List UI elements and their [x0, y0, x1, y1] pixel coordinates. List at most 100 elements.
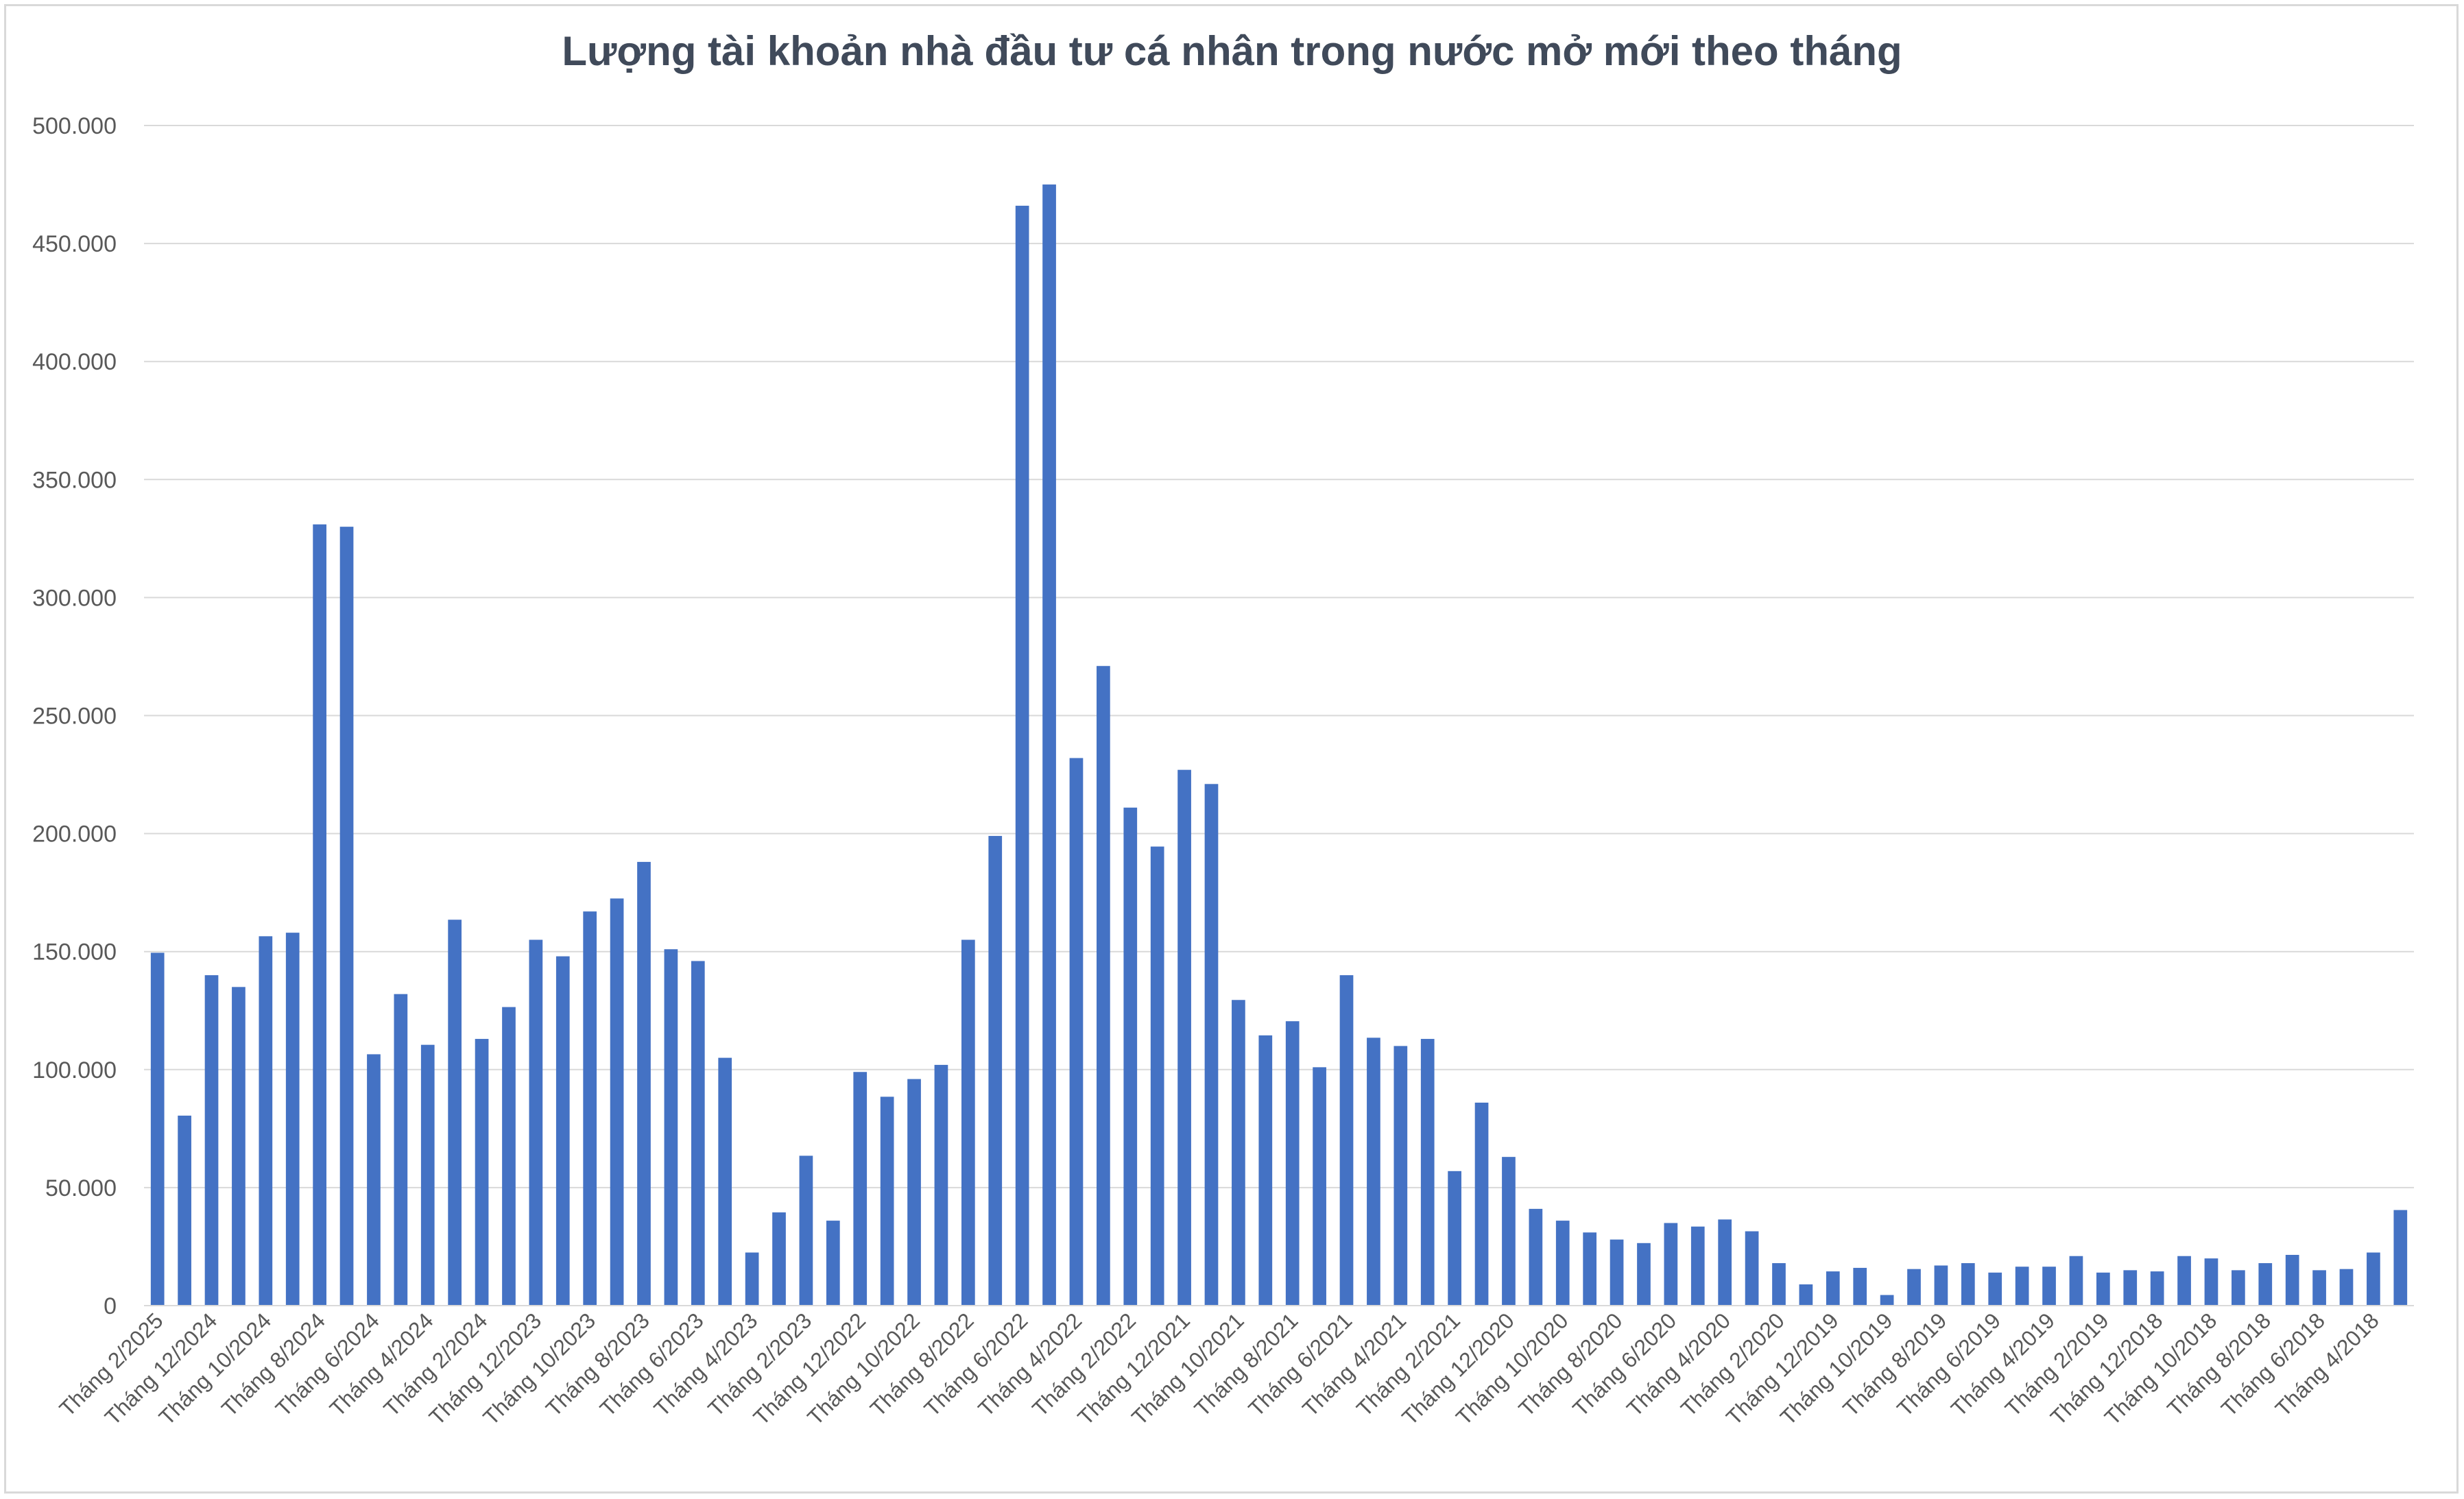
bar [1177, 769, 1191, 1306]
bar [502, 1007, 516, 1306]
bar [637, 861, 651, 1306]
bar [448, 920, 462, 1306]
bar [313, 524, 326, 1306]
y-tick-label: 350.000 [32, 467, 117, 493]
bar [2393, 1210, 2408, 1306]
bar [2015, 1267, 2029, 1306]
bar [1718, 1219, 1732, 1306]
bar [772, 1212, 786, 1306]
bar [718, 1057, 732, 1306]
bar [2096, 1272, 2110, 1306]
bar [1583, 1232, 1597, 1306]
bar [1123, 807, 1138, 1306]
chart-frame [4, 4, 2459, 1494]
bar [2177, 1256, 2191, 1306]
bar [1853, 1267, 1867, 1306]
bar [2042, 1267, 2056, 1306]
bar [1420, 1039, 1435, 1306]
bar [2339, 1269, 2354, 1306]
bar [1204, 784, 1219, 1306]
bar [799, 1155, 813, 1306]
bar [1880, 1295, 1894, 1306]
bar [934, 1064, 948, 1306]
bar [2285, 1254, 2299, 1306]
bar [150, 952, 165, 1306]
bar [339, 527, 354, 1306]
bar [420, 1044, 435, 1306]
bar [367, 1054, 381, 1306]
y-tick-label: 100.000 [32, 1057, 117, 1083]
y-tick-label: 250.000 [32, 704, 117, 730]
bar [555, 956, 570, 1306]
bar [1097, 666, 1110, 1306]
bar [1772, 1263, 1786, 1306]
bar [394, 994, 408, 1306]
bar [1664, 1223, 1678, 1306]
bar [2367, 1252, 2380, 1306]
y-axis-tick-labels: 0 50.000 100.000 150.000 200.000 250.000 300.0… [32, 113, 117, 1319]
y-tick-label: 300.000 [32, 585, 117, 611]
bar [1015, 206, 1029, 1306]
bar [745, 1252, 759, 1306]
bar [1042, 184, 1056, 1306]
bar [1637, 1243, 1651, 1306]
chart-title: Lượng tài khoản nhà đầu tư cá nhân trong… [562, 28, 1902, 74]
bar [1907, 1269, 1921, 1306]
bar [2123, 1270, 2138, 1306]
bar [1745, 1231, 1759, 1306]
bar [1474, 1102, 1489, 1306]
bar [826, 1221, 840, 1306]
bar [1690, 1226, 1705, 1306]
bar [610, 898, 624, 1306]
bar [988, 836, 1003, 1306]
bar [2312, 1270, 2326, 1306]
bar [1285, 1021, 1300, 1306]
bar [475, 1039, 489, 1306]
bar [1555, 1221, 1570, 1306]
y-tick-label: 200.000 [32, 822, 117, 848]
bar [853, 1072, 868, 1306]
bar [583, 911, 597, 1306]
bar [1339, 975, 1354, 1306]
bar [2204, 1258, 2218, 1306]
bar [880, 1096, 894, 1306]
bar [1826, 1271, 1840, 1306]
bar [2069, 1256, 2083, 1306]
bar [1502, 1157, 1516, 1306]
bars [150, 184, 2408, 1306]
gridlines [144, 125, 2414, 1188]
bar [961, 939, 975, 1306]
bar [1448, 1171, 1461, 1306]
bar [1313, 1067, 1326, 1306]
bar [1258, 1035, 1273, 1306]
bar [178, 1115, 191, 1306]
y-tick-label: 0 [104, 1293, 117, 1319]
bar [2258, 1263, 2273, 1306]
bar [1394, 1046, 1408, 1306]
bar [1150, 846, 1164, 1306]
bar [2232, 1270, 2245, 1306]
bar [232, 987, 246, 1306]
bar [204, 975, 219, 1306]
bar [285, 933, 300, 1306]
bar [1961, 1263, 1975, 1306]
bar [1934, 1265, 1948, 1306]
bar [1799, 1284, 1813, 1306]
bar [529, 939, 543, 1306]
y-tick-label: 450.000 [32, 231, 117, 257]
bar [1367, 1038, 1380, 1306]
y-tick-label: 500.000 [32, 113, 117, 139]
bar [1069, 758, 1084, 1306]
y-tick-label: 400.000 [32, 349, 117, 375]
bar [259, 936, 273, 1306]
y-tick-label: 50.000 [45, 1175, 117, 1201]
bar [1988, 1272, 2002, 1306]
bar [2150, 1271, 2164, 1306]
bar [1232, 1000, 1245, 1306]
bar [1610, 1239, 1624, 1306]
bar [691, 961, 705, 1306]
bar [907, 1079, 921, 1306]
bar [1529, 1208, 1543, 1306]
